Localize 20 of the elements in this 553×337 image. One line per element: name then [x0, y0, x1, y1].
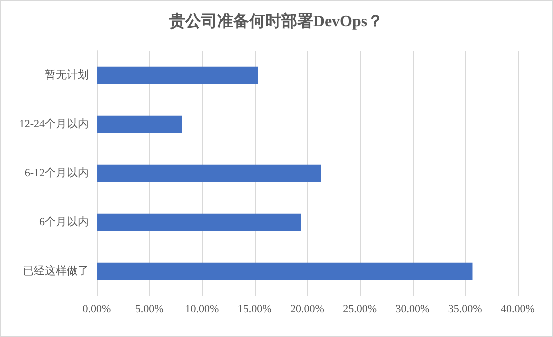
- x-tick-label: 5.00%: [135, 304, 164, 316]
- bar: [97, 66, 258, 84]
- y-tick-label: 6个月以内: [40, 216, 89, 228]
- x-tick-label: 30.00%: [396, 304, 430, 316]
- bar: [97, 262, 473, 280]
- y-tick-label: 6-12个月以内: [24, 166, 89, 180]
- bar: [97, 116, 182, 134]
- y-tick-label: 暂无计划: [45, 68, 89, 82]
- y-tick-label: 已经这样做了: [23, 264, 89, 278]
- bar: [97, 214, 302, 232]
- x-tick-label: 35.00%: [448, 304, 482, 316]
- x-tick-label: 20.00%: [290, 304, 324, 316]
- x-tick-label: 40.00%: [501, 304, 535, 316]
- bar: [97, 164, 322, 182]
- x-tick-label: 25.00%: [343, 304, 378, 316]
- x-tick-label: 15.00%: [238, 304, 272, 316]
- x-tick-label: 0.00%: [82, 304, 112, 316]
- y-tick-label: 12-24个月以内: [19, 118, 89, 130]
- chart-title: 贵公司准备何时部署DevOps？: [168, 12, 384, 30]
- x-tick-label: 10.00%: [185, 304, 220, 316]
